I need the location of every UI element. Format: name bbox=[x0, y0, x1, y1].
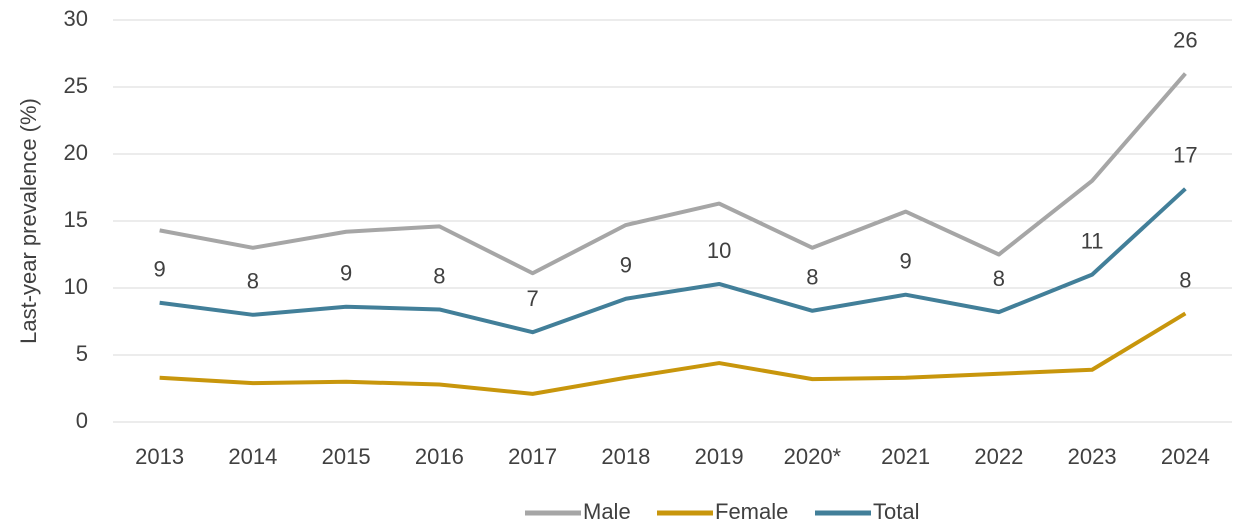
x-tick-label: 2018 bbox=[601, 444, 650, 469]
legend-label: Male bbox=[583, 499, 631, 524]
y-tick-label: 0 bbox=[76, 408, 88, 433]
data-label: 8 bbox=[1179, 267, 1191, 292]
x-tick-label: 2016 bbox=[415, 444, 464, 469]
data-label: 8 bbox=[806, 265, 818, 290]
x-tick-label: 2017 bbox=[508, 444, 557, 469]
data-label: 17 bbox=[1173, 143, 1197, 168]
data-label: 9 bbox=[900, 249, 912, 274]
data-label: 9 bbox=[620, 253, 632, 278]
x-tick-label: 2023 bbox=[1068, 444, 1117, 469]
legend-label: Female bbox=[715, 499, 788, 524]
x-tick-label: 2020* bbox=[784, 444, 842, 469]
y-tick-label: 5 bbox=[76, 341, 88, 366]
x-tick-label: 2014 bbox=[228, 444, 277, 469]
data-label: 8 bbox=[433, 263, 445, 288]
data-label: 9 bbox=[154, 257, 166, 282]
y-tick-label: 25 bbox=[64, 73, 88, 98]
data-label: 26 bbox=[1173, 27, 1197, 52]
y-tick-label: 30 bbox=[64, 6, 88, 31]
x-tick-label: 2022 bbox=[974, 444, 1023, 469]
x-tick-label: 2013 bbox=[135, 444, 184, 469]
x-tick-label: 2019 bbox=[695, 444, 744, 469]
x-tick-label: 2015 bbox=[322, 444, 371, 469]
x-tick-label: 2021 bbox=[881, 444, 930, 469]
data-label: 10 bbox=[707, 238, 731, 263]
y-tick-label: 15 bbox=[64, 207, 88, 232]
x-tick-label: 2024 bbox=[1161, 444, 1210, 469]
data-label: 7 bbox=[527, 286, 539, 311]
series-line bbox=[159, 72, 1187, 276]
data-label: 8 bbox=[247, 269, 259, 294]
data-label: 11 bbox=[1081, 228, 1104, 253]
y-tick-label: 10 bbox=[64, 274, 88, 299]
legend-label: Total bbox=[873, 499, 919, 524]
y-tick-label: 20 bbox=[64, 140, 88, 165]
y-axis-label: Last-year prevalence (%) bbox=[16, 98, 41, 344]
series-line bbox=[159, 311, 1187, 396]
series-line bbox=[159, 187, 1187, 335]
data-label: 9 bbox=[340, 261, 352, 286]
data-label: 8 bbox=[993, 266, 1005, 291]
